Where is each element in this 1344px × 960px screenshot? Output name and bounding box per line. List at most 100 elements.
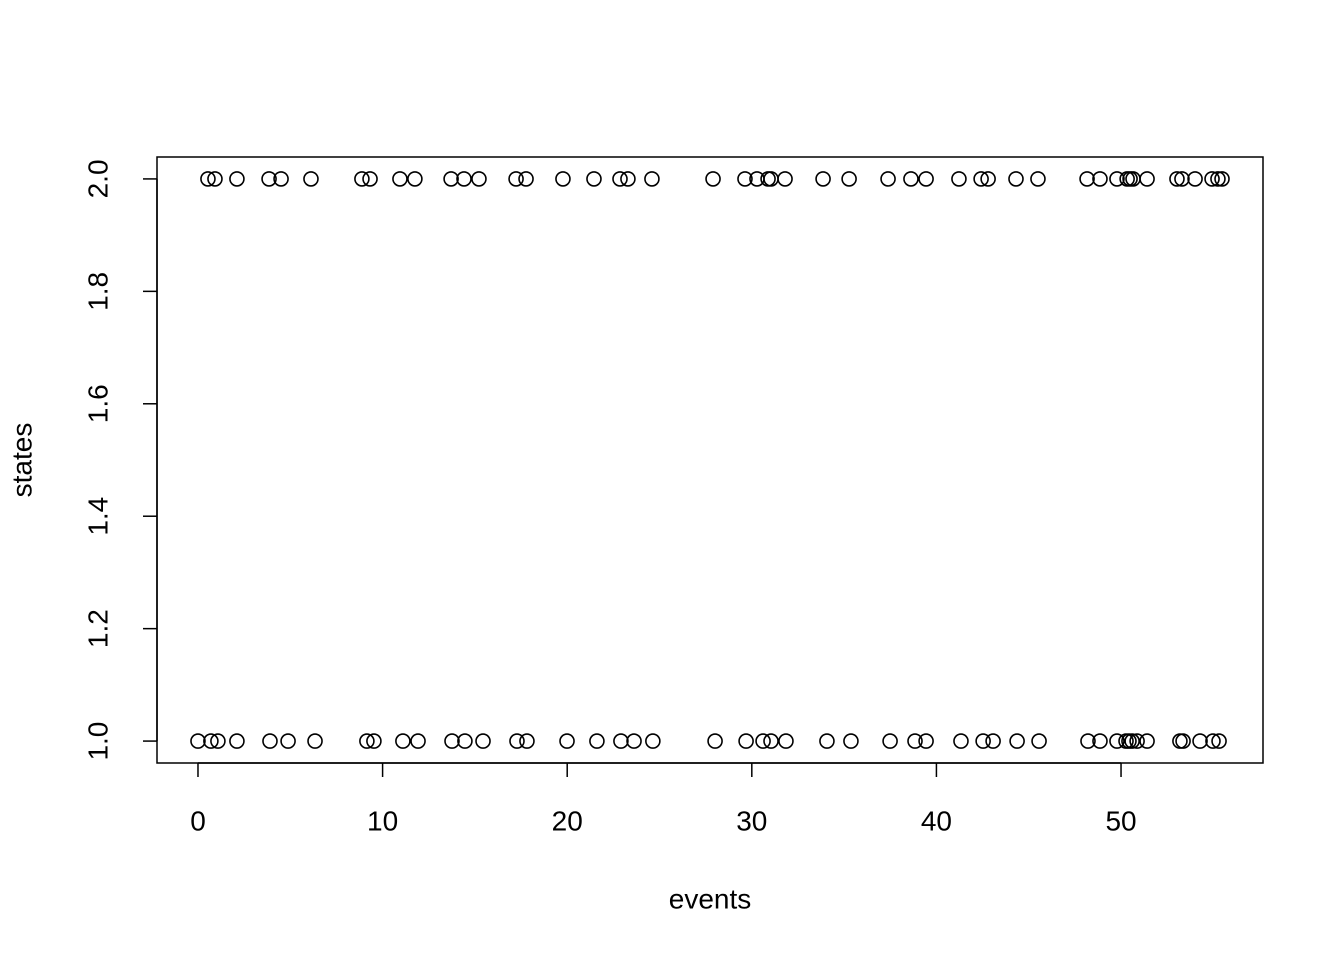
point <box>1175 733 1191 749</box>
point <box>1187 171 1203 187</box>
point <box>366 733 382 749</box>
point <box>918 171 934 187</box>
y-tick-label: 1.2 <box>82 609 113 648</box>
point <box>612 171 628 187</box>
y-tick-label: 1.4 <box>82 497 113 536</box>
point <box>903 171 919 187</box>
x-tick-label: 50 <box>1105 805 1136 836</box>
point <box>644 171 660 187</box>
point <box>475 733 491 749</box>
point <box>1031 733 1047 749</box>
point <box>1139 733 1155 749</box>
x-tick-label: 20 <box>552 805 583 836</box>
y-tick-label: 2.0 <box>82 159 113 198</box>
point <box>1118 733 1134 749</box>
point <box>1079 171 1095 187</box>
point <box>456 171 472 187</box>
point <box>443 171 459 187</box>
point <box>1211 733 1227 749</box>
point <box>359 733 375 749</box>
point <box>737 171 753 187</box>
point <box>444 733 460 749</box>
point <box>1008 171 1024 187</box>
point <box>354 171 370 187</box>
point <box>1172 733 1188 749</box>
point <box>207 171 223 187</box>
point <box>882 733 898 749</box>
point <box>457 733 473 749</box>
point <box>410 733 426 749</box>
point <box>645 733 661 749</box>
point <box>395 733 411 749</box>
point <box>509 733 525 749</box>
point <box>707 733 723 749</box>
point <box>261 171 277 187</box>
x-tick-label: 0 <box>190 805 206 836</box>
point <box>190 733 206 749</box>
point <box>841 171 857 187</box>
x-tick-label: 10 <box>367 805 398 836</box>
point <box>880 171 896 187</box>
point <box>519 733 535 749</box>
point <box>815 171 831 187</box>
point <box>1169 171 1185 187</box>
point <box>262 733 278 749</box>
point <box>620 171 636 187</box>
y-tick-label: 1.8 <box>82 272 113 311</box>
point <box>586 171 602 187</box>
point <box>1210 171 1226 187</box>
point <box>755 733 771 749</box>
point <box>1205 733 1221 749</box>
point <box>778 733 794 749</box>
point <box>1109 171 1125 187</box>
point <box>1092 733 1108 749</box>
point <box>1092 171 1108 187</box>
y-tick-label: 1.0 <box>82 722 113 761</box>
x-tick-label: 40 <box>921 805 952 836</box>
point <box>307 733 323 749</box>
point <box>1030 171 1046 187</box>
point <box>203 733 219 749</box>
point <box>555 171 571 187</box>
point <box>907 733 923 749</box>
point <box>1009 733 1025 749</box>
point <box>1139 171 1155 187</box>
point <box>273 171 289 187</box>
point <box>362 171 378 187</box>
point <box>471 171 487 187</box>
point <box>1192 733 1208 749</box>
point <box>777 171 793 187</box>
point <box>200 171 216 187</box>
point <box>508 171 524 187</box>
point <box>589 733 605 749</box>
point <box>763 171 779 187</box>
point <box>1214 171 1230 187</box>
point <box>229 171 245 187</box>
point <box>980 171 996 187</box>
point <box>1204 171 1220 187</box>
y-axis-title: states <box>6 423 37 498</box>
point <box>559 733 575 749</box>
point <box>738 733 754 749</box>
point <box>705 171 721 187</box>
y-tick-label: 1.6 <box>82 384 113 423</box>
point <box>953 733 969 749</box>
point <box>1122 171 1138 187</box>
point <box>819 733 835 749</box>
point <box>229 733 245 749</box>
point <box>1174 171 1190 187</box>
x-axis-title: events <box>669 883 752 914</box>
point <box>407 171 423 187</box>
point <box>210 733 226 749</box>
x-tick-label: 30 <box>736 805 767 836</box>
point <box>613 733 629 749</box>
point <box>951 171 967 187</box>
point <box>1124 733 1140 749</box>
point <box>1080 733 1096 749</box>
point <box>843 733 859 749</box>
point <box>763 733 779 749</box>
point <box>975 733 991 749</box>
point <box>1109 733 1125 749</box>
point <box>1129 733 1145 749</box>
